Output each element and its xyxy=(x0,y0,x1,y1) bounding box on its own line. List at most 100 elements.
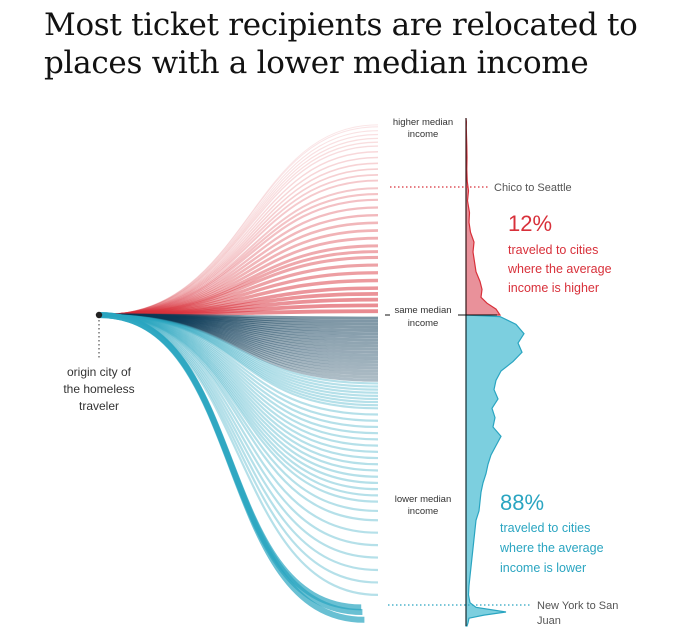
flow-line-higher xyxy=(98,229,379,317)
chart-title: Most ticket recipients are relocated to … xyxy=(44,7,638,81)
flow-line-higher xyxy=(98,126,379,316)
flow-line-higher xyxy=(98,250,379,317)
flow-line-higher xyxy=(98,141,379,316)
flow-line-lower xyxy=(98,313,379,466)
flow-line-lower xyxy=(98,313,379,367)
flow-line-higher xyxy=(98,130,379,316)
flow-line-lower xyxy=(98,313,379,345)
flow-line-lower xyxy=(98,313,379,333)
flow-line-higher xyxy=(98,206,379,317)
flow-line-lower xyxy=(98,313,379,460)
flow-line-lower xyxy=(98,312,365,623)
flow-line-lower xyxy=(98,313,379,491)
flow-line-lower xyxy=(98,313,379,429)
axis-bottom-label-1: lower median xyxy=(395,494,452,505)
flow-line-higher xyxy=(98,278,379,317)
lower-text-3: income is lower xyxy=(500,561,586,575)
origin-label-3: traveler xyxy=(79,399,119,413)
higher-text-3: income is higher xyxy=(508,281,599,295)
flow-line-lower xyxy=(98,313,379,388)
flow-line-lower xyxy=(98,313,379,478)
flow-line-higher xyxy=(98,133,379,316)
ny-sanjuan-label-1: New York to San xyxy=(537,600,618,612)
flow-line-lower xyxy=(98,313,379,453)
chico-seattle-label: Chico to Seattle xyxy=(494,182,572,194)
flow-line-lower xyxy=(98,313,379,513)
flow-line-higher xyxy=(98,255,379,317)
flow-line-lower xyxy=(98,313,379,422)
flow-line-lower xyxy=(98,313,379,447)
flow-line-lower xyxy=(98,313,379,385)
flow-line-lower xyxy=(98,313,379,401)
axis-top-label-1: higher median xyxy=(393,117,453,128)
flow-line-lower xyxy=(98,313,379,435)
axis-label-higher: higher median income xyxy=(385,114,461,142)
flow-line-lower xyxy=(98,313,379,342)
lower-text-2: where the average xyxy=(499,541,604,555)
density-area-higher xyxy=(465,117,502,316)
axis-label-lower: lower median income xyxy=(385,491,461,519)
flow-line-lower xyxy=(98,313,379,379)
origin-label-2: the homeless xyxy=(63,382,134,396)
flow-line-higher xyxy=(98,244,379,317)
flow-line-higher xyxy=(98,156,379,316)
flows-higher-group xyxy=(98,124,379,317)
lower-text-1: traveled to cities xyxy=(500,521,590,535)
flow-line-lower xyxy=(98,313,379,441)
higher-text-2: where the average xyxy=(507,262,612,276)
flow-line-lower xyxy=(98,313,379,534)
flow-line-lower xyxy=(98,313,379,364)
flow-line-higher xyxy=(98,162,379,316)
flow-line-higher xyxy=(98,236,379,317)
flow-line-higher xyxy=(98,263,379,317)
flow-line-lower xyxy=(98,313,379,522)
flow-line-higher xyxy=(98,151,379,316)
flow-line-lower xyxy=(98,313,379,376)
flow-line-higher xyxy=(98,192,379,317)
flows-lower-group xyxy=(98,312,379,623)
flow-line-higher xyxy=(98,187,379,316)
flow-line-lower xyxy=(98,313,379,348)
flow-line-lower xyxy=(98,313,379,397)
origin-dot xyxy=(95,311,103,319)
flow-line-lower xyxy=(98,313,379,339)
axis-bottom-label-2: income xyxy=(408,506,439,517)
flow-line-higher xyxy=(98,179,379,316)
lower-share: 88% xyxy=(500,490,544,515)
flow-line-lower xyxy=(98,313,379,354)
flow-line-lower xyxy=(98,313,379,357)
higher-share: 12% xyxy=(508,211,552,236)
flow-line-higher xyxy=(98,213,379,317)
origin-label-1: origin city of xyxy=(67,365,132,379)
axis-mid-label-1: same median xyxy=(394,305,451,316)
flow-line-higher xyxy=(98,271,379,317)
flow-line-higher xyxy=(98,137,379,316)
flow-line-higher xyxy=(98,145,379,316)
flow-line-lower xyxy=(98,313,379,373)
flow-line-lower xyxy=(98,313,379,351)
density-area-lower xyxy=(465,314,525,627)
flow-line-lower xyxy=(98,313,379,503)
flow-line-lower xyxy=(98,313,379,361)
flow-line-lower xyxy=(98,313,379,407)
flow-line-lower xyxy=(98,313,379,336)
flow-line-lower xyxy=(98,313,379,382)
flow-line-lower xyxy=(98,313,379,547)
higher-text-1: traveled to cities xyxy=(508,243,598,257)
flow-line-higher xyxy=(98,124,379,316)
axis-top-label-2: income xyxy=(408,129,439,140)
axis-label-same: same median income xyxy=(390,302,458,332)
flow-line-lower xyxy=(98,313,379,391)
flow-line-higher xyxy=(98,198,379,317)
flow-line-higher xyxy=(98,221,379,317)
flow-line-lower xyxy=(98,313,379,485)
flow-line-lower xyxy=(98,313,379,472)
axis-mid-label-2: income xyxy=(408,318,439,329)
flow-line-higher xyxy=(98,168,379,316)
flow-line-lower xyxy=(98,313,379,394)
flow-line-lower xyxy=(98,313,379,410)
flow-line-lower xyxy=(98,313,379,404)
flow-line-lower xyxy=(98,313,379,497)
flow-line-higher xyxy=(98,173,379,316)
